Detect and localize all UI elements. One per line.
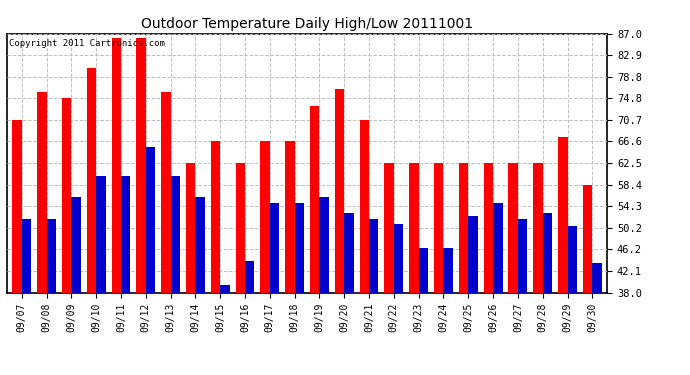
Bar xyxy=(295,203,304,292)
Bar xyxy=(87,68,96,292)
Title: Outdoor Temperature Daily High/Low 20111001: Outdoor Temperature Daily High/Low 20111… xyxy=(141,17,473,31)
Bar xyxy=(518,219,527,292)
Bar xyxy=(484,163,493,292)
Bar xyxy=(444,248,453,292)
Bar xyxy=(186,163,195,292)
Bar xyxy=(245,261,255,292)
Bar xyxy=(12,120,22,292)
Bar xyxy=(211,141,220,292)
Bar xyxy=(558,137,567,292)
Bar xyxy=(567,226,577,292)
Bar xyxy=(22,219,31,292)
Bar xyxy=(434,163,444,292)
Bar xyxy=(543,213,552,292)
Bar xyxy=(161,92,170,292)
Bar xyxy=(96,176,106,292)
Bar xyxy=(533,163,543,292)
Bar xyxy=(270,203,279,292)
Bar xyxy=(469,216,477,292)
Bar xyxy=(137,38,146,292)
Bar xyxy=(310,106,319,292)
Bar xyxy=(235,163,245,292)
Bar xyxy=(592,264,602,292)
Bar xyxy=(170,176,180,292)
Bar xyxy=(285,141,295,292)
Bar xyxy=(260,141,270,292)
Bar xyxy=(409,163,419,292)
Bar xyxy=(493,203,502,292)
Bar xyxy=(220,285,230,292)
Bar xyxy=(369,219,379,292)
Bar xyxy=(62,98,71,292)
Text: Copyright 2011 Cartronics.com: Copyright 2011 Cartronics.com xyxy=(9,39,165,48)
Bar xyxy=(37,92,47,292)
Bar xyxy=(509,163,518,292)
Bar xyxy=(47,219,56,292)
Bar xyxy=(335,89,344,292)
Bar xyxy=(394,224,403,292)
Bar xyxy=(121,176,130,292)
Bar xyxy=(344,213,354,292)
Bar xyxy=(583,185,592,292)
Bar xyxy=(319,198,329,292)
Bar xyxy=(146,147,155,292)
Bar xyxy=(195,198,205,292)
Bar xyxy=(112,38,121,292)
Bar xyxy=(459,163,469,292)
Bar xyxy=(384,163,394,292)
Bar xyxy=(71,198,81,292)
Bar xyxy=(419,248,428,292)
Bar xyxy=(359,120,369,292)
